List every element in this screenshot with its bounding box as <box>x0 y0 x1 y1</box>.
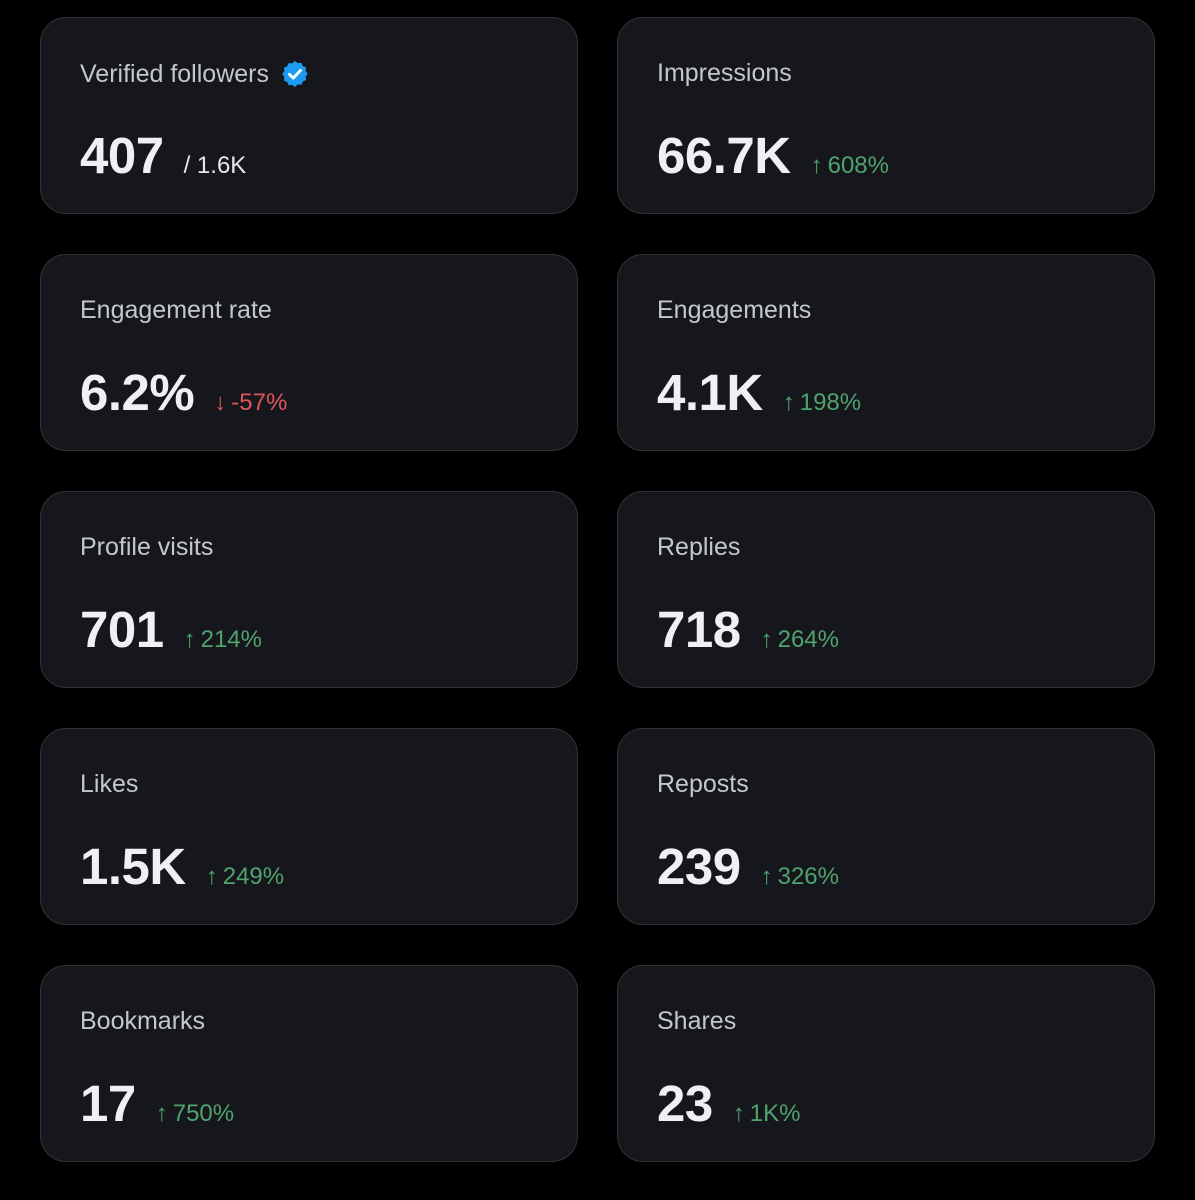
arrow-up-icon: ↑ <box>732 1100 745 1127</box>
metric-value: 4.1K <box>657 364 763 421</box>
metric-change: ↑ 326% <box>761 863 839 891</box>
metric-value: 407 <box>80 127 164 184</box>
metric-label: Replies <box>657 533 741 561</box>
metric-value-row: 66.7K ↑ 608% <box>657 126 889 185</box>
metric-card-replies[interactable]: Replies 718 ↑ 264% <box>617 491 1155 688</box>
metric-change-value: 264% <box>777 626 839 653</box>
metric-value-row: 701 ↑ 214% <box>80 600 262 659</box>
metric-value: 239 <box>657 838 741 895</box>
metric-value-row: 4.1K ↑ 198% <box>657 363 861 422</box>
arrow-up-icon: ↑ <box>760 626 773 653</box>
metric-card-title: Bookmarks <box>80 1007 205 1036</box>
metric-label: Impressions <box>657 59 792 87</box>
metric-change-value: 326% <box>777 863 839 890</box>
metric-card-title: Engagements <box>657 296 811 325</box>
metric-value-row: 6.2% ↓ -57% <box>80 363 287 422</box>
metric-card-title: Engagement rate <box>80 296 272 325</box>
metric-change: ↑ 198% <box>783 389 861 417</box>
metric-card-title: Profile visits <box>80 533 213 562</box>
arrow-up-icon: ↑ <box>155 1100 168 1127</box>
metric-value: 17 <box>80 1075 136 1132</box>
metric-label: Engagements <box>657 296 812 324</box>
metric-value: 1.5K <box>80 838 186 895</box>
metric-change: ↑ 264% <box>761 626 839 654</box>
metric-label: Reposts <box>657 770 749 798</box>
metric-label: Profile visits <box>80 533 214 561</box>
metric-value-row: 1.5K ↑ 249% <box>80 837 284 896</box>
metric-value-row: 718 ↑ 264% <box>657 600 839 659</box>
metric-value: 718 <box>657 601 741 658</box>
metric-value-row: 23 ↑ 1K% <box>657 1074 800 1133</box>
metric-value: 23 <box>657 1075 713 1132</box>
metric-card-title: Impressions <box>657 59 792 88</box>
metric-total: / 1.6K <box>183 152 247 179</box>
arrow-up-icon: ↑ <box>782 389 795 416</box>
metric-change-value: 249% <box>222 863 285 890</box>
metric-value: 6.2% <box>80 364 195 421</box>
metric-value-row: 17 ↑ 750% <box>80 1074 234 1133</box>
metric-change-value: -57% <box>231 389 288 416</box>
metrics-grid: Verified followers 407 / 1.6K Impression… <box>40 17 1155 1162</box>
metric-value-row: 239 ↑ 326% <box>657 837 839 896</box>
metric-card-likes[interactable]: Likes 1.5K ↑ 249% <box>40 728 578 925</box>
metric-card-title: Shares <box>657 1007 736 1036</box>
metric-card-engagement-rate[interactable]: Engagement rate 6.2% ↓ -57% <box>40 254 578 451</box>
metric-value: 66.7K <box>657 127 791 184</box>
metric-label: Shares <box>657 1007 737 1035</box>
arrow-down-icon: ↓ <box>214 389 227 416</box>
metric-card-title: Replies <box>657 533 740 562</box>
metric-card-title: Reposts <box>657 770 749 799</box>
arrow-up-icon: ↑ <box>760 863 773 890</box>
arrow-up-icon: ↑ <box>205 863 218 890</box>
metric-change-value: 214% <box>200 626 262 653</box>
metric-change-value: 750% <box>172 1100 235 1127</box>
metric-label: Engagement rate <box>80 296 272 324</box>
metric-change-value: 1K% <box>749 1100 801 1127</box>
metric-card-reposts[interactable]: Reposts 239 ↑ 326% <box>617 728 1155 925</box>
metric-change: ↓ -57% <box>214 389 287 417</box>
metric-card-title: Verified followers <box>80 59 310 89</box>
metric-label: Verified followers <box>80 59 269 88</box>
metric-change-value: 608% <box>827 152 889 179</box>
metric-card-profile-visits[interactable]: Profile visits 701 ↑ 214% <box>40 491 578 688</box>
metric-value-row: 407 / 1.6K <box>80 126 246 185</box>
arrow-up-icon: ↑ <box>183 626 196 653</box>
verified-badge-icon <box>280 59 310 89</box>
metric-label: Bookmarks <box>80 1007 206 1035</box>
metric-label: Likes <box>80 770 139 798</box>
metric-change: ↑ 750% <box>156 1100 234 1128</box>
metric-card-verified-followers[interactable]: Verified followers 407 / 1.6K <box>40 17 578 214</box>
metric-change-value: 198% <box>799 389 862 416</box>
metric-card-bookmarks[interactable]: Bookmarks 17 ↑ 750% <box>40 965 578 1162</box>
metric-value: 701 <box>80 601 164 658</box>
arrow-up-icon: ↑ <box>810 152 823 179</box>
metric-change: ↑ 1K% <box>733 1100 801 1128</box>
metric-card-shares[interactable]: Shares 23 ↑ 1K% <box>617 965 1155 1162</box>
metric-change: ↑ 249% <box>206 863 284 891</box>
metric-change: ↑ 608% <box>811 152 889 180</box>
metric-card-impressions[interactable]: Impressions 66.7K ↑ 608% <box>617 17 1155 214</box>
metric-card-title: Likes <box>80 770 138 799</box>
metric-change: ↑ 214% <box>184 626 262 654</box>
metric-card-engagements[interactable]: Engagements 4.1K ↑ 198% <box>617 254 1155 451</box>
